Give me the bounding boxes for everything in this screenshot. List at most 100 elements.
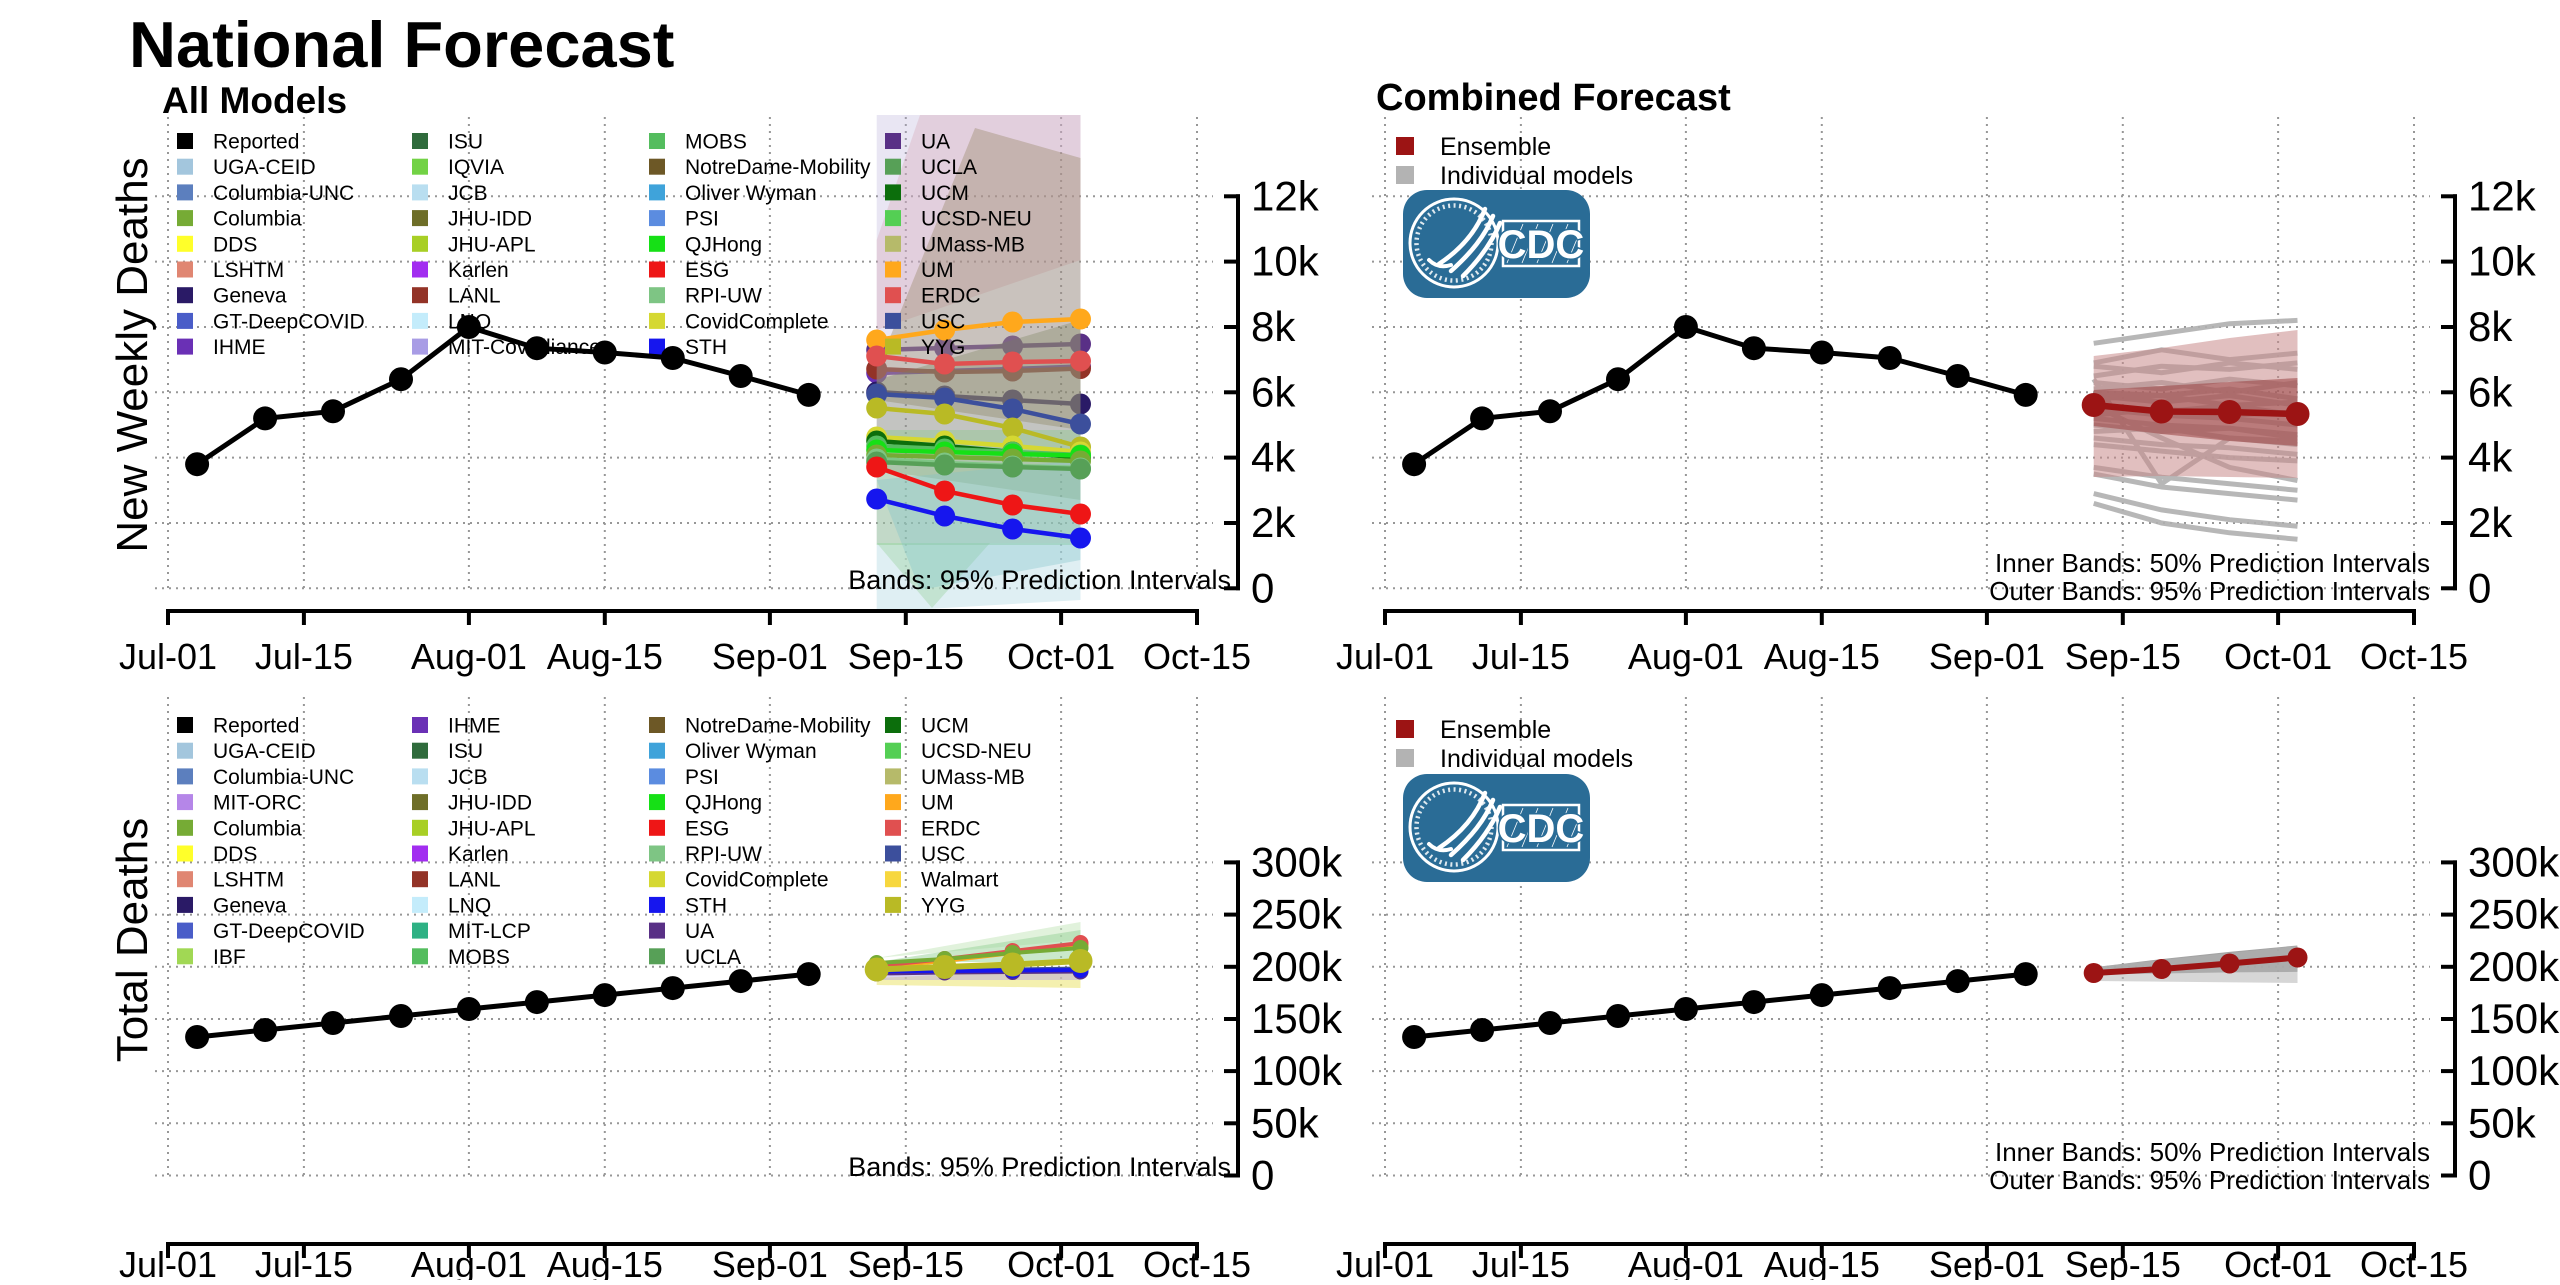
svg-text:New Weekly Deaths: New Weekly Deaths: [108, 157, 157, 552]
svg-text:50k: 50k: [1251, 1099, 1320, 1146]
svg-text:Inner Bands: 50% Prediction In: Inner Bands: 50% Prediction Intervals: [1995, 1137, 2430, 1167]
svg-text:Aug-01: Aug-01: [411, 636, 527, 677]
svg-text:QJHong: QJHong: [685, 792, 762, 815]
svg-text:DDS: DDS: [213, 233, 257, 256]
svg-text:Columbia: Columbia: [213, 208, 302, 231]
svg-text:2k: 2k: [1251, 499, 1296, 546]
svg-text:YYG: YYG: [921, 336, 965, 359]
svg-text:USC: USC: [921, 843, 965, 866]
svg-text:Aug-01: Aug-01: [1628, 636, 1744, 677]
svg-text:UMass-MB: UMass-MB: [921, 233, 1025, 256]
svg-text:Oliver Wyman: Oliver Wyman: [685, 182, 817, 205]
svg-text:Reported: Reported: [213, 715, 299, 738]
svg-text:Sep-15: Sep-15: [848, 636, 964, 677]
svg-text:JHU-APL: JHU-APL: [448, 817, 536, 840]
svg-text:Karlen: Karlen: [448, 259, 509, 282]
svg-text:UCSD-NEU: UCSD-NEU: [921, 740, 1032, 763]
svg-text:LANL: LANL: [448, 285, 501, 308]
svg-text:National Forecast: National Forecast: [129, 8, 674, 81]
svg-text:Oct-15: Oct-15: [1143, 1244, 1251, 1280]
svg-text:CDC: CDC: [1498, 223, 1585, 267]
svg-text:Jul-01: Jul-01: [119, 636, 217, 677]
svg-text:Jul-15: Jul-15: [1472, 1244, 1570, 1280]
svg-text:Sep-01: Sep-01: [1929, 1244, 2045, 1280]
svg-text:Jul-15: Jul-15: [255, 636, 353, 677]
svg-text:MIT-ORC: MIT-ORC: [213, 792, 302, 815]
svg-text:Walmart: Walmart: [921, 869, 999, 892]
svg-text:4k: 4k: [1251, 434, 1296, 481]
svg-text:UA: UA: [685, 920, 714, 943]
svg-text:ERDC: ERDC: [921, 285, 981, 308]
svg-text:Jul-15: Jul-15: [255, 1244, 353, 1280]
svg-text:Oct-01: Oct-01: [1007, 1244, 1115, 1280]
svg-text:NotreDame-Mobility: NotreDame-Mobility: [685, 156, 871, 179]
svg-text:UM: UM: [921, 792, 954, 815]
svg-text:Aug-15: Aug-15: [547, 1244, 663, 1280]
svg-text:Columbia: Columbia: [213, 817, 302, 840]
svg-text:STH: STH: [685, 336, 727, 359]
svg-text:GT-DeepCOVID: GT-DeepCOVID: [213, 310, 365, 333]
svg-text:Oct-01: Oct-01: [2224, 636, 2332, 677]
svg-text:Outer Bands: 95% Prediction In: Outer Bands: 95% Prediction Intervals: [1989, 1165, 2430, 1195]
svg-text:2k: 2k: [2468, 499, 2513, 546]
svg-text:300k: 300k: [1251, 838, 1343, 885]
svg-text:GT-DeepCOVID: GT-DeepCOVID: [213, 920, 365, 943]
svg-text:IBF: IBF: [213, 946, 246, 969]
svg-text:MIT-CovAlliance: MIT-CovAlliance: [448, 336, 601, 359]
svg-text:CovidComplete: CovidComplete: [685, 310, 829, 333]
svg-text:4k: 4k: [2468, 434, 2513, 481]
svg-text:All Models: All Models: [162, 80, 347, 121]
svg-text:DDS: DDS: [213, 843, 257, 866]
svg-text:6k: 6k: [1251, 368, 1296, 415]
svg-text:Aug-01: Aug-01: [411, 1244, 527, 1280]
svg-text:Reported: Reported: [213, 131, 299, 154]
svg-text:YYG: YYG: [921, 894, 965, 917]
svg-text:UCM: UCM: [921, 715, 969, 738]
svg-text:Individual models: Individual models: [1440, 162, 1633, 190]
svg-text:150k: 150k: [1251, 995, 1343, 1042]
svg-text:Jul-15: Jul-15: [1472, 636, 1570, 677]
svg-text:UA: UA: [921, 131, 950, 154]
svg-text:Aug-15: Aug-15: [547, 636, 663, 677]
svg-text:ISU: ISU: [448, 131, 483, 154]
svg-text:0: 0: [2468, 564, 2491, 611]
svg-text:STH: STH: [685, 894, 727, 917]
svg-text:Sep-01: Sep-01: [1929, 636, 2045, 677]
svg-text:Jul-01: Jul-01: [1336, 1244, 1434, 1280]
svg-text:Ensemble: Ensemble: [1440, 716, 1551, 744]
svg-text:Ensemble: Ensemble: [1440, 133, 1551, 161]
svg-text:JHU-APL: JHU-APL: [448, 233, 536, 256]
svg-text:Sep-15: Sep-15: [848, 1244, 964, 1280]
svg-text:Oliver Wyman: Oliver Wyman: [685, 740, 817, 763]
svg-text:Sep-15: Sep-15: [2065, 636, 2181, 677]
svg-text:Columbia-UNC: Columbia-UNC: [213, 182, 354, 205]
svg-text:UM: UM: [921, 259, 954, 282]
svg-text:Geneva: Geneva: [213, 894, 287, 917]
svg-text:8k: 8k: [2468, 303, 2513, 350]
svg-text:USC: USC: [921, 310, 965, 333]
svg-text:0: 0: [1251, 564, 1274, 611]
svg-text:CovidComplete: CovidComplete: [685, 869, 829, 892]
svg-text:RPI-UW: RPI-UW: [685, 843, 762, 866]
svg-text:Individual models: Individual models: [1440, 745, 1633, 773]
svg-text:LSHTM: LSHTM: [213, 869, 284, 892]
svg-text:Combined Forecast: Combined Forecast: [1376, 77, 1731, 119]
svg-text:MOBS: MOBS: [448, 946, 510, 969]
svg-text:Karlen: Karlen: [448, 843, 509, 866]
svg-text:Jul-01: Jul-01: [119, 1244, 217, 1280]
svg-text:Bands: 95% Prediction Interval: Bands: 95% Prediction Intervals: [848, 565, 1231, 595]
svg-text:50k: 50k: [2468, 1099, 2537, 1146]
svg-text:UCM: UCM: [921, 182, 969, 205]
svg-text:LSHTM: LSHTM: [213, 259, 284, 282]
svg-text:12k: 12k: [1251, 172, 1320, 219]
svg-text:LNQ: LNQ: [448, 894, 491, 917]
svg-text:250k: 250k: [1251, 891, 1343, 938]
svg-text:NotreDame-Mobility: NotreDame-Mobility: [685, 715, 871, 738]
svg-text:250k: 250k: [2468, 891, 2560, 938]
svg-text:UMass-MB: UMass-MB: [921, 766, 1025, 789]
svg-text:10k: 10k: [1251, 238, 1320, 285]
svg-text:ESG: ESG: [685, 817, 729, 840]
svg-text:100k: 100k: [2468, 1047, 2560, 1094]
svg-text:Aug-15: Aug-15: [1764, 636, 1880, 677]
svg-text:JCB: JCB: [448, 766, 488, 789]
